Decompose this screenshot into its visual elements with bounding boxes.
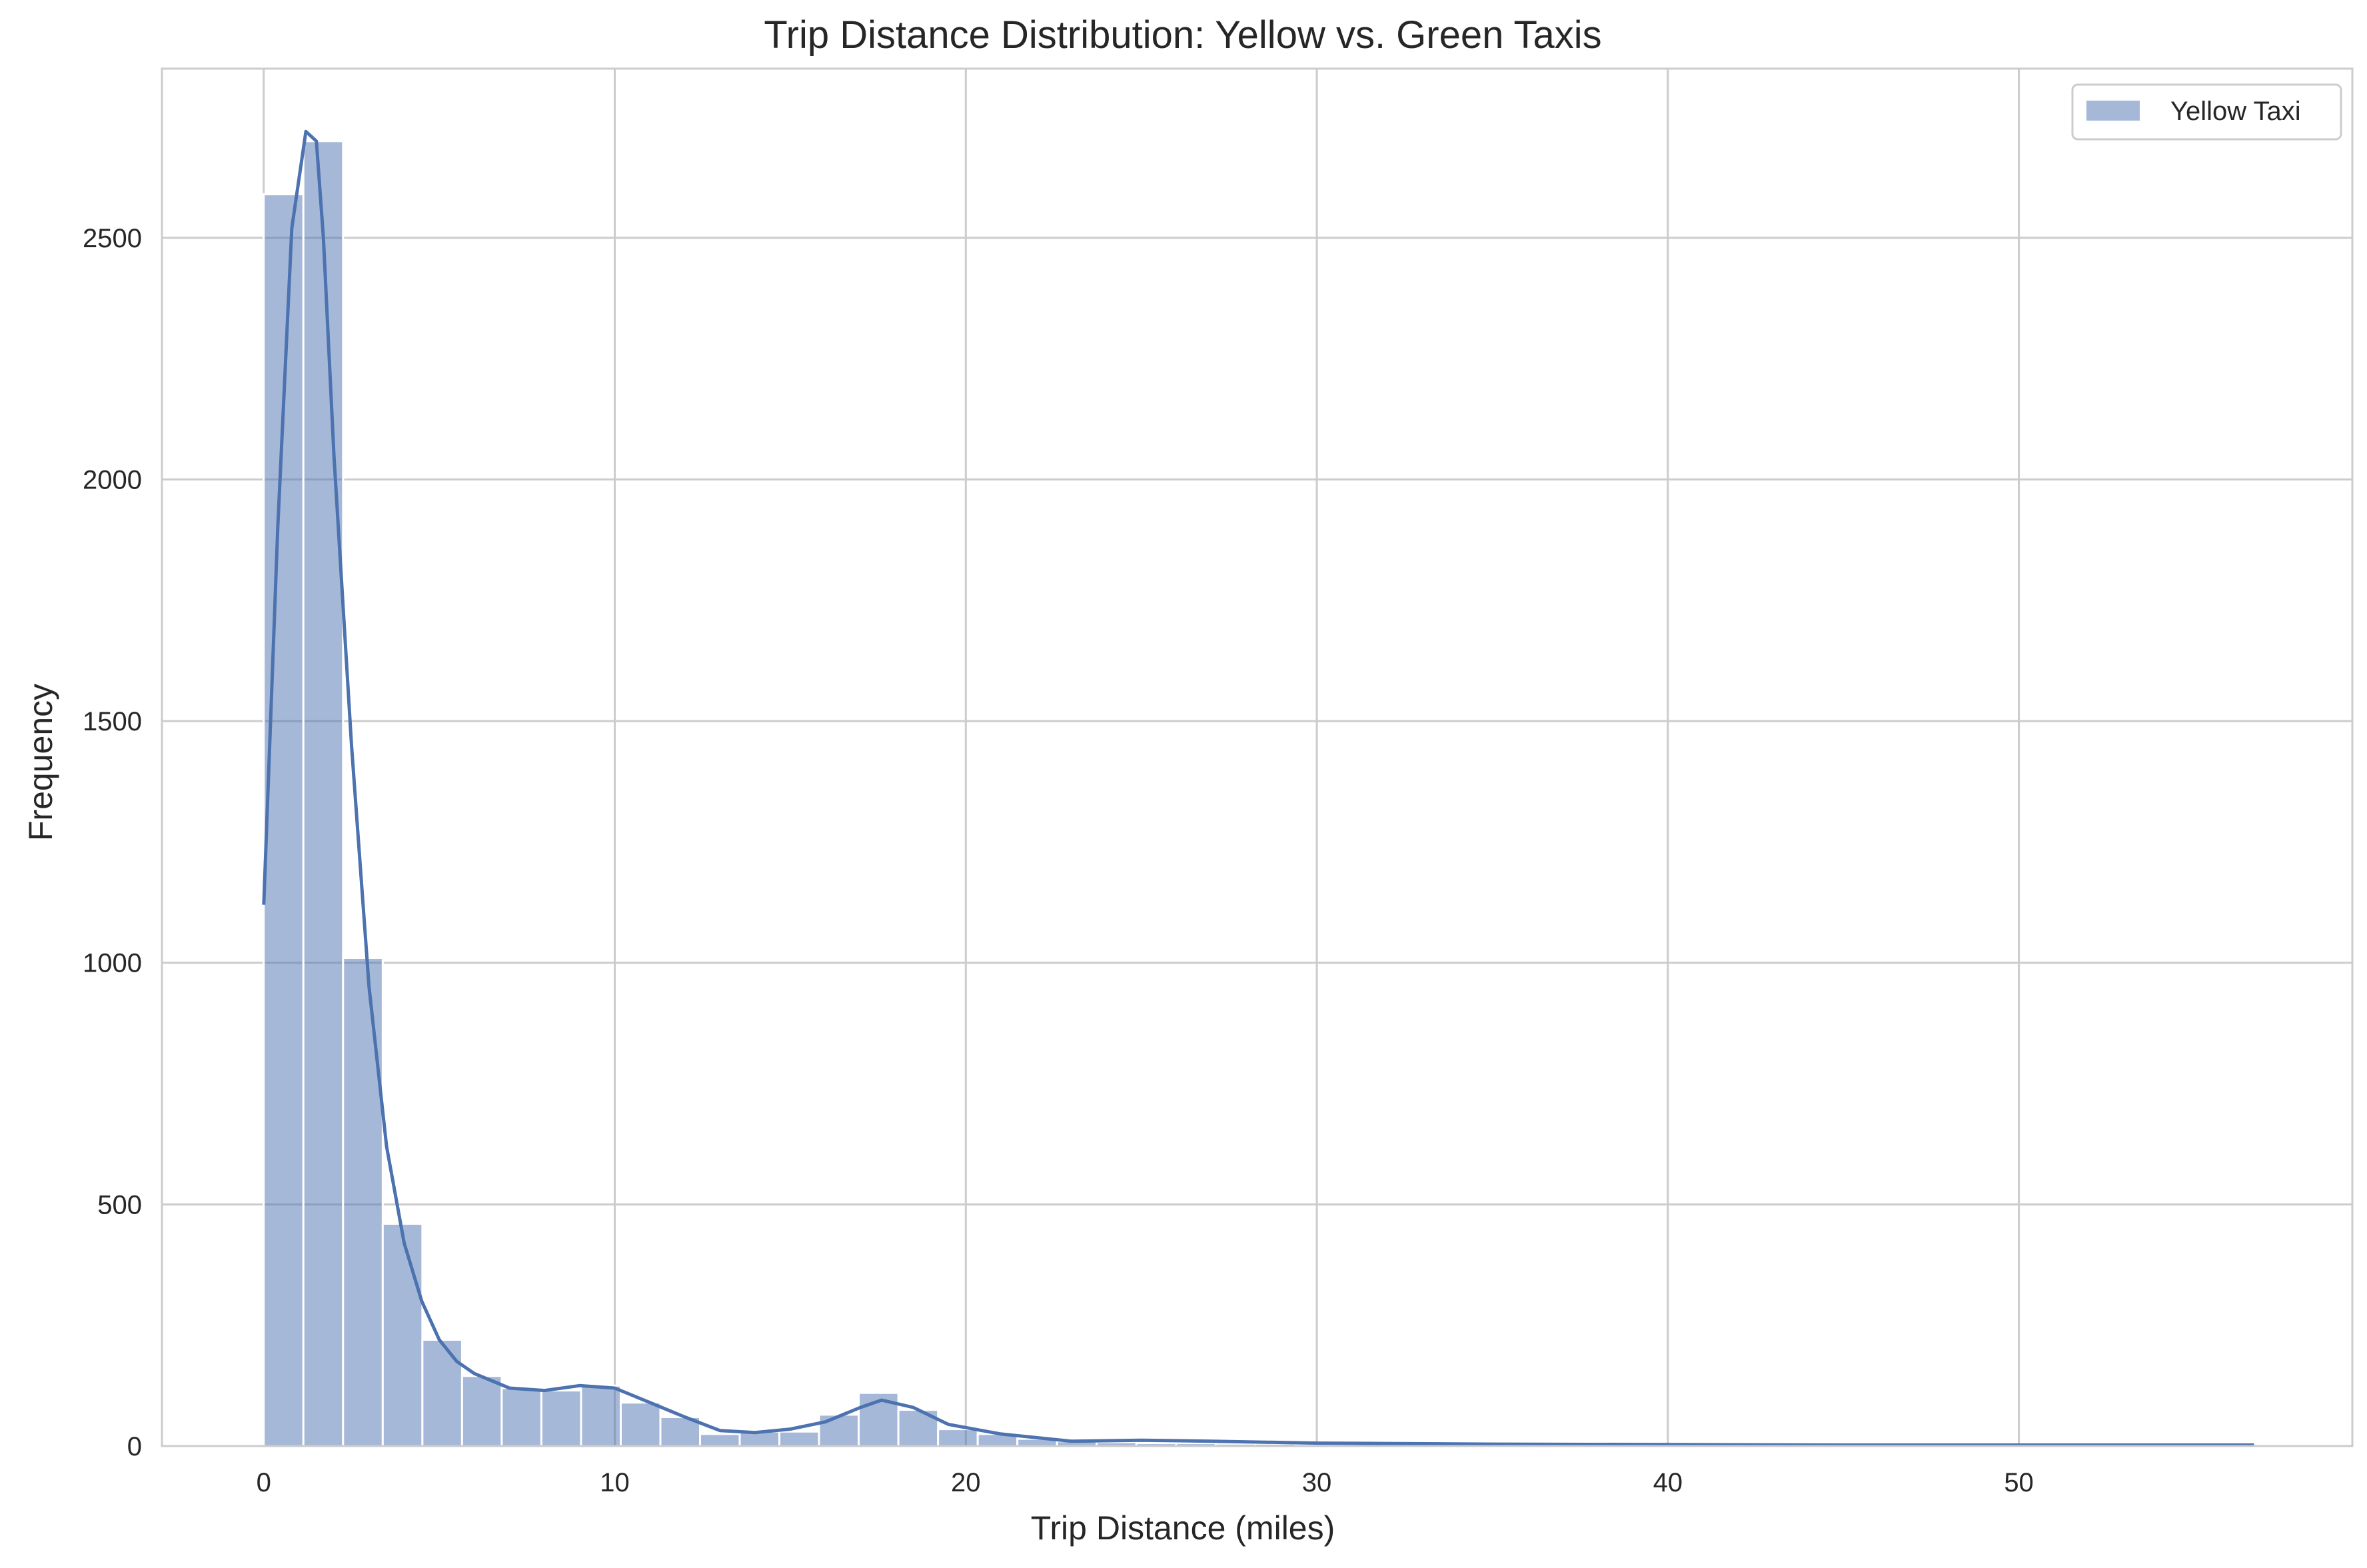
x-tick-label: 50 — [2004, 1468, 2034, 1497]
histogram-bar — [381, 1222, 424, 1447]
x-tick-label: 0 — [257, 1468, 271, 1497]
x-tick-label: 30 — [1302, 1468, 1332, 1497]
x-tick-label: 20 — [951, 1468, 981, 1497]
histogram-bar — [580, 1384, 622, 1447]
y-tick-label: 2000 — [83, 465, 142, 494]
legend-box — [2071, 83, 2342, 141]
y-tick-label: 0 — [127, 1432, 142, 1461]
histogram-bar — [540, 1389, 582, 1447]
x-axis-ticks: 0 10 20 30 40 50 — [257, 1468, 2034, 1497]
histogram-bar — [937, 1428, 979, 1447]
grid-lines — [162, 69, 2352, 1447]
histogram-bar — [302, 140, 345, 1447]
x-tick-label: 10 — [600, 1468, 630, 1497]
x-tick-label: 40 — [1653, 1468, 1683, 1497]
kde-curve — [262, 129, 2254, 1447]
histogram-bar — [500, 1387, 542, 1447]
y-axis-ticks: 0 500 1000 1500 2000 2500 — [83, 224, 142, 1461]
legend-label-yellow-taxi: Yellow Taxi — [2170, 97, 2301, 126]
histogram-bar — [460, 1375, 503, 1447]
y-tick-label: 500 — [97, 1190, 142, 1219]
histogram-bar — [818, 1413, 860, 1447]
histogram-bar — [699, 1433, 741, 1447]
histogram-bar — [342, 956, 384, 1447]
y-tick-label: 2500 — [83, 224, 142, 253]
legend-swatch-yellow-taxi — [2086, 101, 2140, 121]
y-axis-label: Frequency — [22, 684, 59, 841]
legend: Yellow Taxi — [2071, 83, 2342, 141]
plot-frame — [161, 67, 2354, 1447]
histogram-bar — [421, 1338, 463, 1447]
histogram-bar — [778, 1430, 820, 1447]
x-axis-label: Trip Distance (miles) — [1031, 1509, 1335, 1547]
y-tick-label: 1000 — [83, 949, 142, 978]
histogram-bar — [619, 1401, 662, 1447]
y-tick-label: 1500 — [83, 707, 142, 736]
chart-title: Trip Distance Distribution: Yellow vs. G… — [764, 13, 1601, 57]
